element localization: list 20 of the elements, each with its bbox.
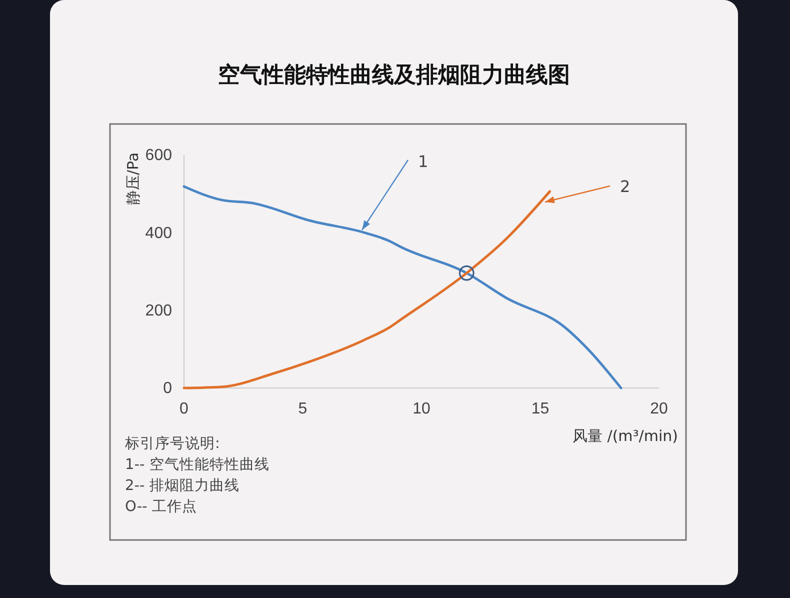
text: 2-- 排烟阻力曲线 [125,477,240,494]
y-tick-label: 600 [145,147,172,164]
y-axis-title: 静压/Pa [124,152,142,205]
x-tick-label: 0 [180,400,189,418]
text: O-- 工作点 [125,498,197,515]
legend-label: 2 [620,177,630,196]
text: 标引序号说明: [124,435,220,452]
x-tick-label: 15 [531,400,550,418]
x-axis-title: 风量 /(m³/min) [572,427,678,445]
y-tick-label: 400 [145,224,172,242]
y-tick-label: 200 [145,302,172,320]
line-series [182,190,551,390]
x-tick-label: 10 [412,400,430,418]
text: 1 [418,152,428,171]
x-tick-label: 5 [298,400,308,418]
x-tick-label: 20 [650,400,668,418]
text: 1-- 空气性能特性曲线 [125,456,270,473]
y-tick-label: 0 [163,380,172,398]
chart-title: 空气性能特性曲线及排烟阻力曲线图 [218,62,570,88]
line-series [182,185,622,390]
